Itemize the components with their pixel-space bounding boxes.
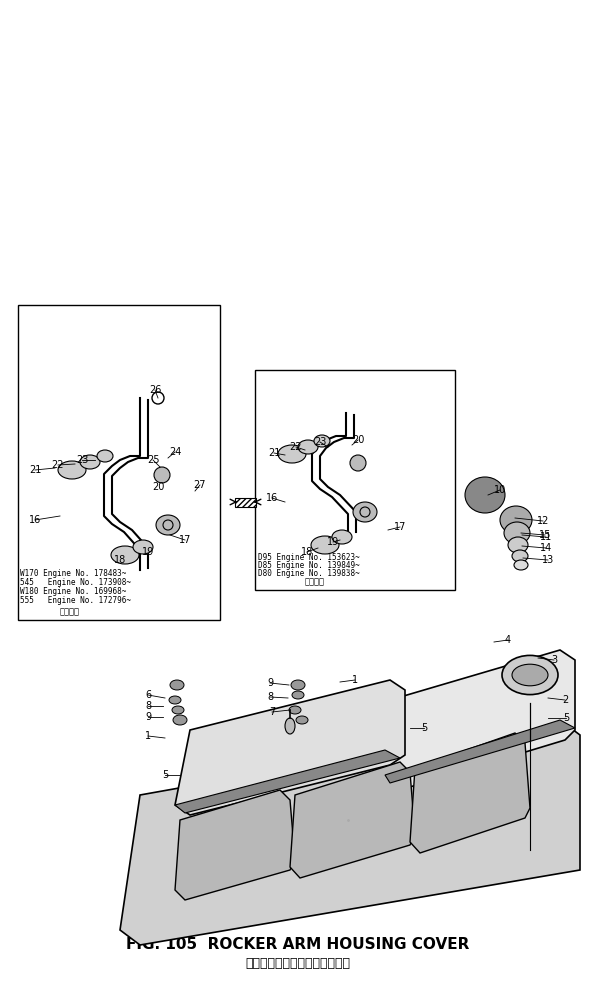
Ellipse shape <box>154 467 170 483</box>
Ellipse shape <box>289 706 301 714</box>
Ellipse shape <box>169 696 181 704</box>
Text: 適用号機: 適用号機 <box>305 577 325 586</box>
Bar <box>235 498 256 507</box>
Polygon shape <box>410 733 530 853</box>
Polygon shape <box>385 650 575 790</box>
Text: 8: 8 <box>267 692 273 702</box>
Ellipse shape <box>512 665 548 685</box>
Ellipse shape <box>504 522 530 544</box>
Text: 27: 27 <box>194 480 206 490</box>
Ellipse shape <box>296 716 308 724</box>
Text: 7: 7 <box>269 707 275 717</box>
Ellipse shape <box>133 540 153 554</box>
Ellipse shape <box>292 691 304 699</box>
Ellipse shape <box>350 455 366 471</box>
Ellipse shape <box>298 440 318 454</box>
Text: 1: 1 <box>352 675 358 685</box>
Ellipse shape <box>512 550 528 562</box>
Ellipse shape <box>97 450 113 462</box>
Text: 25: 25 <box>147 455 159 465</box>
Text: D80 Engine No. 139838~: D80 Engine No. 139838~ <box>258 569 360 578</box>
Text: 19: 19 <box>142 547 154 557</box>
Polygon shape <box>120 720 580 945</box>
Text: 5: 5 <box>162 770 168 780</box>
Text: 20: 20 <box>352 435 364 445</box>
Text: 17: 17 <box>179 535 191 545</box>
Text: 5: 5 <box>421 723 427 733</box>
Polygon shape <box>175 680 405 815</box>
Ellipse shape <box>508 537 528 553</box>
Text: 19: 19 <box>327 537 339 547</box>
Text: 14: 14 <box>540 543 552 553</box>
Text: 21: 21 <box>29 465 41 475</box>
Text: 17: 17 <box>394 522 406 532</box>
Text: 12: 12 <box>537 516 549 526</box>
Text: 11: 11 <box>540 532 552 542</box>
Text: 2: 2 <box>562 695 568 705</box>
Text: D85 Engine No. 139849~: D85 Engine No. 139849~ <box>258 561 360 570</box>
Text: 23: 23 <box>314 437 326 447</box>
Text: 22: 22 <box>52 460 64 470</box>
Text: FIG. 105  ROCKER ARM HOUSING COVER: FIG. 105 ROCKER ARM HOUSING COVER <box>126 937 470 952</box>
Text: D95 Engine No. 153623~: D95 Engine No. 153623~ <box>258 553 360 562</box>
Text: 22: 22 <box>290 442 302 452</box>
Ellipse shape <box>311 536 339 554</box>
Ellipse shape <box>285 718 295 734</box>
Text: 8: 8 <box>145 701 151 711</box>
Ellipse shape <box>80 455 100 469</box>
Text: 24: 24 <box>169 447 181 457</box>
Ellipse shape <box>502 656 558 694</box>
Bar <box>255 370 455 590</box>
Ellipse shape <box>156 515 180 535</box>
Ellipse shape <box>278 445 306 463</box>
Ellipse shape <box>58 461 86 479</box>
Text: 4: 4 <box>505 635 511 645</box>
Ellipse shape <box>111 546 139 564</box>
Ellipse shape <box>353 502 377 522</box>
Polygon shape <box>175 750 400 813</box>
Text: 555   Engine No. 172796~: 555 Engine No. 172796~ <box>20 596 131 605</box>
Text: 18: 18 <box>114 555 126 565</box>
Text: W180 Engine No. 169968~: W180 Engine No. 169968~ <box>20 587 126 596</box>
Polygon shape <box>290 762 415 878</box>
Ellipse shape <box>465 477 505 513</box>
Text: 18: 18 <box>301 547 313 557</box>
Ellipse shape <box>332 530 352 544</box>
Text: 23: 23 <box>76 455 88 465</box>
Text: 545   Engine No. 173908~: 545 Engine No. 173908~ <box>20 578 131 587</box>
Text: 10: 10 <box>494 485 506 495</box>
Text: 5: 5 <box>563 713 569 723</box>
Ellipse shape <box>173 715 187 725</box>
Text: 21: 21 <box>268 448 280 458</box>
Polygon shape <box>175 790 295 900</box>
Ellipse shape <box>500 506 532 534</box>
Text: W170 Engine No. 178483~: W170 Engine No. 178483~ <box>20 569 126 578</box>
Text: 9: 9 <box>267 678 273 688</box>
Ellipse shape <box>291 680 305 690</box>
Bar <box>18 305 220 620</box>
Text: 適用号機: 適用号機 <box>60 607 80 616</box>
Text: 16: 16 <box>29 515 41 525</box>
Text: 16: 16 <box>266 493 278 503</box>
Ellipse shape <box>314 435 330 447</box>
Text: 9: 9 <box>145 712 151 722</box>
Ellipse shape <box>172 706 184 714</box>
Text: 13: 13 <box>542 555 554 565</box>
Text: ロッカアームハウジングカバー: ロッカアームハウジングカバー <box>246 957 350 970</box>
Text: 3: 3 <box>551 655 557 665</box>
Text: 26: 26 <box>149 385 161 395</box>
Ellipse shape <box>170 680 184 690</box>
Text: 1: 1 <box>145 731 151 741</box>
Text: 20: 20 <box>152 482 164 492</box>
Polygon shape <box>385 720 575 783</box>
Text: 15: 15 <box>539 530 551 540</box>
Text: 6: 6 <box>145 690 151 700</box>
Ellipse shape <box>514 560 528 570</box>
